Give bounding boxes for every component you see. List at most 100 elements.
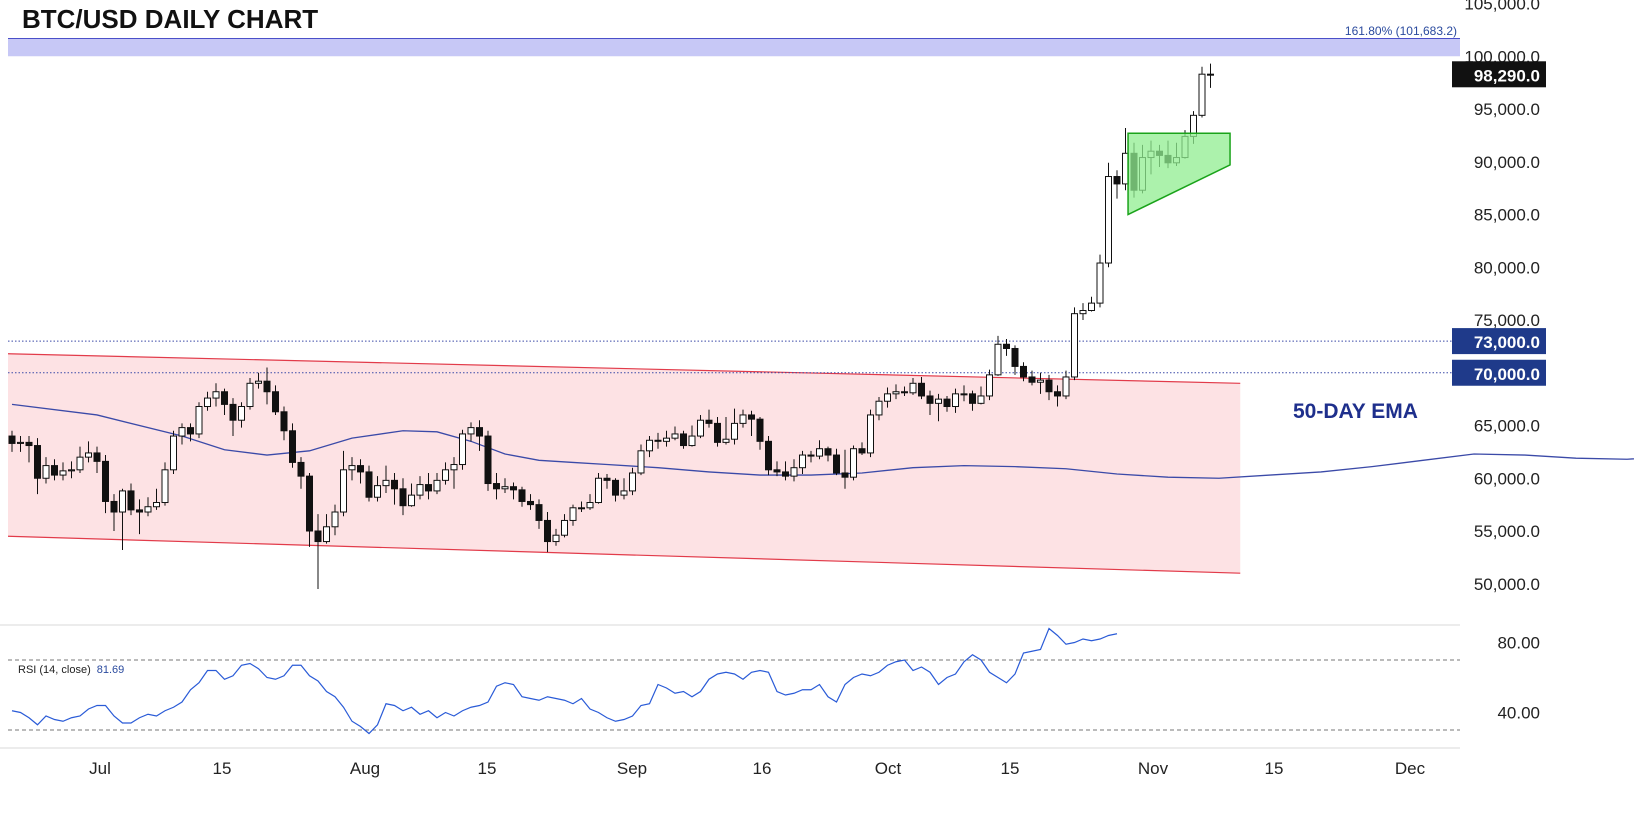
candle-73 (629, 467, 636, 496)
candle-body (374, 485, 381, 498)
candle-body (773, 469, 781, 473)
candle-31 (272, 385, 279, 415)
candle-68 (586, 494, 594, 510)
candle-body (110, 500, 118, 513)
candle-body (212, 391, 220, 399)
level-label-bg (1452, 328, 1546, 355)
candle-61 (527, 494, 534, 510)
candle-64 (552, 528, 560, 546)
candle-body (841, 472, 849, 478)
candle-body (926, 395, 934, 404)
candle-body (901, 391, 908, 394)
candle-8 (76, 446, 84, 473)
candle-90 (773, 461, 781, 477)
candle-101 (867, 409, 874, 458)
candle-19 (170, 430, 177, 475)
candle-1 (17, 436, 24, 452)
candle-20 (178, 423, 186, 445)
candle-body (85, 452, 92, 458)
candle-body (170, 435, 177, 471)
candle-81 (697, 414, 704, 439)
candle-body (493, 483, 500, 490)
candle-body (399, 488, 407, 507)
ema-line (11, 403, 1634, 479)
candle-23 (204, 391, 211, 411)
candle-105 (901, 386, 908, 396)
candle-body (306, 475, 313, 532)
candle-60 (518, 486, 526, 507)
candle-17 (153, 488, 160, 510)
candle-86 (739, 409, 747, 428)
candle-body (314, 530, 322, 543)
candle-87 (748, 410, 755, 437)
candle-39 (340, 450, 347, 517)
price-tick-5: 75,000.0 (1474, 311, 1540, 330)
candle-body (59, 470, 67, 476)
candle-body (518, 489, 526, 502)
candle-70 (603, 474, 611, 489)
candle-body (969, 393, 976, 404)
candle-48 (416, 476, 424, 500)
candle-body (799, 454, 806, 469)
candle-54 (467, 422, 475, 442)
candle-45 (391, 472, 398, 505)
candle-body (136, 509, 143, 513)
candle-body (748, 414, 755, 420)
candle-body (433, 479, 441, 492)
candle-118 (1011, 345, 1019, 375)
candle-body (807, 454, 815, 457)
candle-body (348, 465, 356, 471)
candle-body (909, 382, 917, 394)
ema-annotation: 50-DAY EMA (1293, 400, 1418, 423)
candle-89 (765, 436, 772, 476)
candle-71 (612, 478, 619, 502)
candle-116 (994, 335, 1002, 376)
candle-113 (969, 390, 976, 411)
candle-body (620, 490, 628, 496)
candle-112 (960, 385, 968, 402)
candle-42 (365, 465, 373, 502)
candle-body (1198, 73, 1206, 116)
candle-88 (756, 417, 764, 450)
candle-43 (374, 476, 381, 502)
candle-body (17, 441, 24, 444)
candle-body (476, 427, 483, 437)
candle-body (510, 486, 517, 491)
candle-11 (102, 455, 109, 514)
candle-24 (212, 383, 220, 407)
candle-37 (323, 514, 330, 544)
channel-lower-line (7, 535, 1241, 574)
candle-body (467, 427, 475, 435)
candle-body (705, 419, 713, 424)
candle-body (688, 435, 696, 447)
chart-background (0, 624, 1460, 749)
candle-body (858, 448, 866, 454)
candle-body (595, 477, 602, 504)
candle-body (731, 422, 738, 440)
rsi-tick-1: 40.00 (1497, 704, 1540, 723)
candle-body (824, 448, 832, 456)
candle-95 (816, 440, 823, 460)
candle-120 (1028, 370, 1036, 386)
candle-55 (476, 420, 483, 451)
candle-body (535, 504, 543, 521)
time-label-3: 15 (478, 759, 497, 778)
candle-body (331, 511, 339, 528)
candle-12 (110, 494, 118, 531)
candle-body (1113, 176, 1121, 185)
candle-35 (306, 472, 313, 547)
candle-57 (493, 472, 500, 500)
candle-3 (34, 438, 41, 495)
price-tick-11: 105,000.0 (1464, 0, 1540, 14)
candle-32 (280, 406, 288, 441)
candle-body (552, 534, 560, 543)
price-tick-2: 60,000.0 (1474, 469, 1540, 488)
candle-body (714, 422, 721, 443)
candle-50 (433, 472, 441, 495)
candle-67 (578, 501, 585, 513)
candle-141 (1207, 63, 1214, 88)
candle-body (238, 406, 245, 421)
candle-22 (195, 402, 203, 439)
candle-body (960, 393, 968, 396)
